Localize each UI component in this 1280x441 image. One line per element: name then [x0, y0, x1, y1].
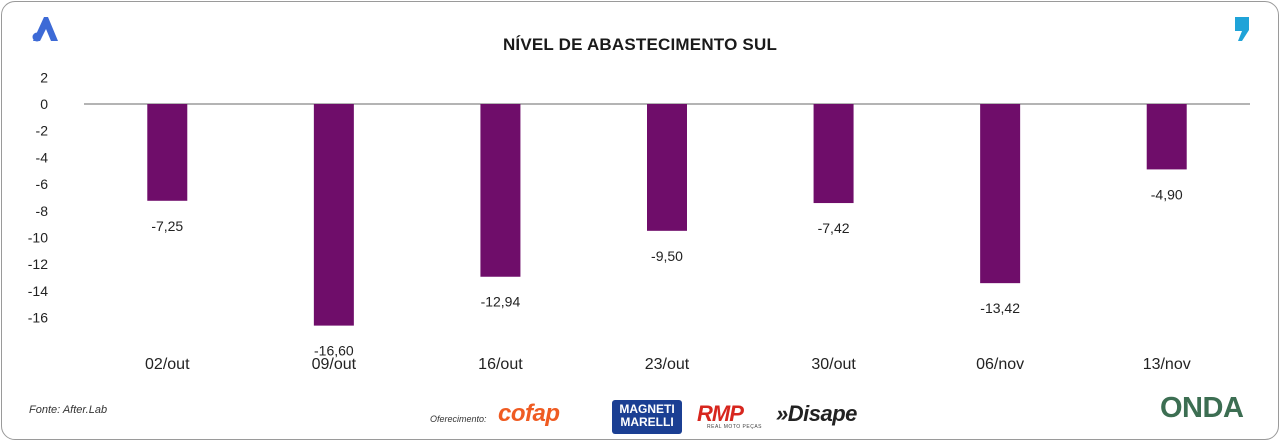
bar	[147, 104, 188, 201]
y-tick-label: -4	[36, 149, 49, 165]
x-tick-label: 16/out	[478, 356, 523, 373]
y-tick-label: -14	[28, 283, 48, 299]
y-tick-label: -6	[36, 176, 49, 192]
bar	[1146, 104, 1187, 170]
onda-logo: ONDA	[1160, 392, 1244, 424]
y-tick-label: -16	[28, 310, 48, 326]
bar	[313, 104, 354, 326]
y-tick-label: -12	[28, 256, 48, 272]
a-logo-icon	[32, 17, 58, 42]
y-tick-label: 0	[40, 96, 48, 112]
x-tick-label: 30/out	[811, 356, 856, 373]
disape-logo: »Disape	[776, 401, 857, 426]
rmp-logo: RMP	[697, 401, 744, 426]
y-tick-label: -2	[36, 123, 49, 139]
bar	[480, 104, 521, 277]
magneti-marelli-logo: MAGNETI MARELLI	[612, 400, 682, 434]
y-tick-label: 2	[40, 69, 48, 85]
source-note: Fonte: After.Lab	[29, 404, 108, 416]
value-label: -4,90	[1151, 186, 1183, 202]
cofap-logo: cofap	[498, 400, 560, 427]
x-tick-label: 13/nov	[1143, 356, 1191, 373]
x-tick-label: 23/out	[645, 356, 690, 373]
value-label: -12,94	[481, 294, 521, 310]
value-label: -7,25	[151, 218, 183, 234]
value-label: -9,50	[651, 248, 683, 264]
y-tick-label: -8	[36, 203, 49, 219]
x-tick-label: 09/out	[312, 356, 357, 373]
x-tick-label: 02/out	[145, 356, 190, 373]
x-tick-label: 06/nov	[976, 356, 1024, 373]
value-label: -16,60	[314, 343, 354, 359]
chart-title: NÍVEL DE ABASTECIMENTO SUL	[502, 35, 778, 54]
x-axis-labels: 02/out 09/out 16/out 23/out 30/out 06/nov 13/n…	[145, 356, 1191, 373]
y-tick-label: -10	[28, 230, 48, 246]
sponsor-label: Oferecimento:	[430, 414, 487, 424]
bar	[647, 104, 687, 231]
value-label: -7,42	[818, 220, 850, 236]
bar	[980, 104, 1021, 284]
y-axis: 2 0 -2 -4 -6 -8 -10 -12 -14 -16	[28, 69, 48, 325]
bar	[813, 104, 854, 204]
comma-logo-icon	[1235, 17, 1249, 41]
value-label: -13,42	[980, 300, 1020, 316]
rmp-subtitle: REAL MOTO PEÇAS	[707, 424, 763, 430]
bars	[147, 104, 1187, 326]
value-labels: -7,25 -16,60 -12,94 -9,50 -7,42 -13,42 -4,90	[151, 186, 1183, 358]
